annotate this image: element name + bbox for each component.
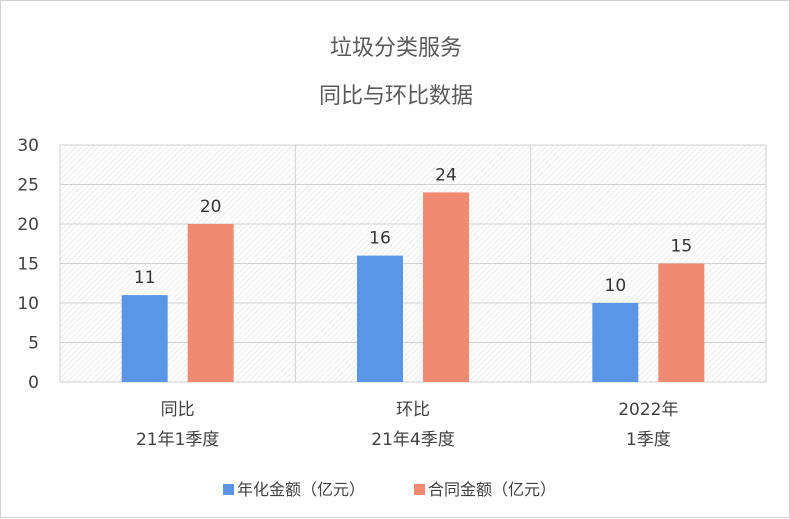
bar-series2-cat2 [423, 192, 469, 382]
x-category-label: 1季度 [626, 430, 671, 450]
data-label: 10 [605, 276, 627, 296]
y-tick-label: 0 [28, 373, 39, 393]
chart-title-line-1: 垃圾分类服务 [330, 36, 462, 61]
bar-series1-cat2 [357, 255, 403, 382]
y-axis-ticks: 0 5 10 15 20 25 30 [17, 136, 39, 393]
x-category-label: 21年4季度 [371, 430, 454, 450]
x-category-label: 环比 [396, 400, 430, 420]
bar-series1-cat3 [592, 303, 639, 382]
x-category-label: 2022年 [618, 400, 678, 420]
data-label: 15 [671, 237, 693, 257]
y-tick-label: 30 [17, 136, 39, 156]
bar-series1-cat1 [121, 295, 168, 382]
legend-label-1: 年化金额（亿元） [237, 480, 365, 499]
legend-swatch-1 [223, 484, 234, 495]
legend: 年化金额（亿元） 合同金额（亿元） [223, 480, 556, 499]
y-tick-label: 10 [17, 294, 39, 314]
x-axis-categories: 同比 21年1季度 环比 21年4季度 2022年 1季度 [136, 400, 679, 450]
legend-label-2: 合同金额（亿元） [428, 480, 556, 499]
y-tick-label: 20 [17, 215, 39, 235]
y-tick-label: 25 [17, 176, 39, 196]
y-tick-label: 5 [28, 334, 39, 354]
legend-swatch-2 [414, 484, 425, 495]
chart-title-line-2: 同比与环比数据 [319, 84, 473, 109]
bar-series2-cat1 [187, 224, 234, 382]
data-label: 24 [435, 165, 457, 185]
bars: 11 20 16 24 10 15 [121, 165, 705, 382]
gridlines [59, 144, 767, 383]
y-tick-label: 15 [17, 255, 39, 275]
x-category-label: 21年1季度 [136, 430, 219, 450]
bar-series2-cat3 [658, 263, 705, 382]
x-category-label: 同比 [161, 400, 195, 420]
data-label: 11 [134, 268, 156, 288]
data-label: 16 [369, 229, 391, 249]
data-label: 20 [200, 197, 222, 217]
